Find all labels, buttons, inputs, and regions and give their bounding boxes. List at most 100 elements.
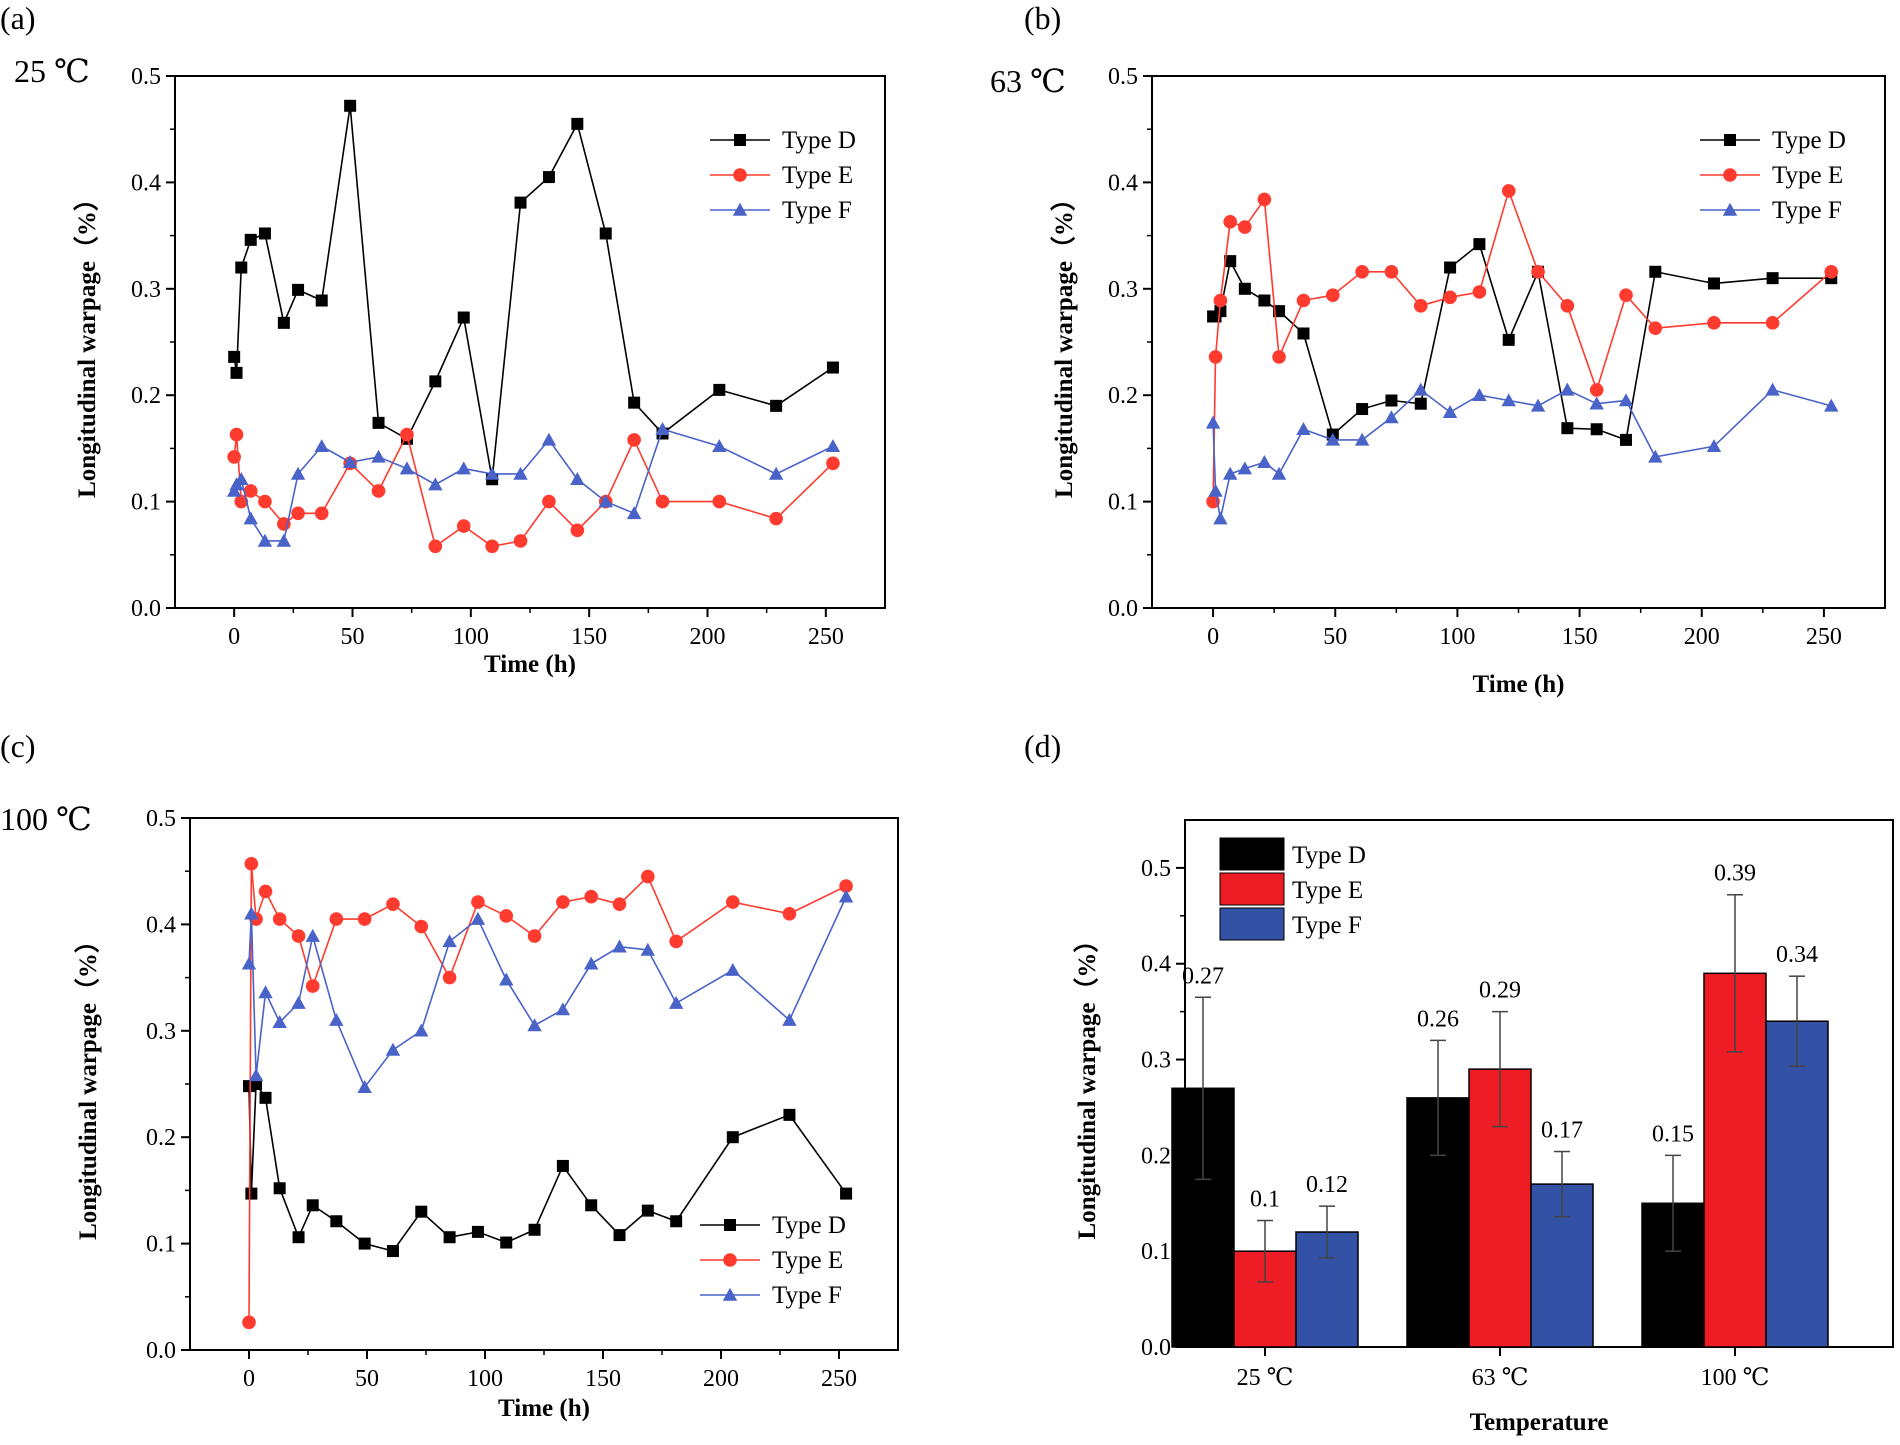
y-tick-label: 0.4 (1108, 170, 1138, 196)
x-tick-label: 250 (808, 624, 844, 650)
legend-label: Type D (772, 1212, 846, 1239)
y-tick-label: 0.2 (131, 383, 161, 409)
data-point (399, 461, 415, 475)
data-point (471, 1225, 484, 1238)
data-point (315, 294, 328, 307)
data-point (385, 1042, 401, 1056)
x-tick-label: 100 (1439, 624, 1475, 650)
legend-marker (1722, 202, 1738, 216)
data-point (1355, 264, 1369, 279)
data-point (825, 439, 841, 453)
data-point (1765, 382, 1780, 396)
data-point (1214, 305, 1227, 318)
series-type-d (243, 1078, 853, 1258)
data-point (542, 494, 556, 509)
data-point (414, 919, 429, 934)
legend: Type D Type E Type F (1700, 127, 1846, 224)
data-point (669, 934, 683, 949)
data-point (1648, 321, 1663, 335)
data-point (668, 995, 684, 1009)
data-point (726, 1131, 739, 1144)
legend-label: Type E (1292, 877, 1363, 904)
data-point (400, 427, 414, 442)
series-type-e (1206, 184, 1839, 509)
data-point (456, 461, 471, 475)
bar-chart: 0.0 0.1 0.2 0.3 0.4 0.5 25 ℃ 0.27 0.1 0.12 63 ℃ 0.2… (1072, 819, 1894, 1436)
legend-marker (732, 202, 748, 216)
data-point (1442, 405, 1458, 418)
legend-swatch (1219, 907, 1285, 941)
x-tick-label: 100 (467, 1366, 503, 1392)
data-point (1765, 316, 1780, 330)
data-point (276, 533, 292, 547)
data-point (1296, 293, 1311, 308)
data-point (513, 466, 528, 480)
data-point (1648, 449, 1663, 463)
data-point (414, 1023, 429, 1037)
data-point (598, 494, 613, 508)
data-point (1472, 388, 1487, 401)
data-point (457, 311, 470, 324)
data-point (272, 1015, 287, 1029)
data-point (626, 506, 642, 520)
x-tick-label: 100 ℃ (1701, 1365, 1770, 1391)
data-point (1326, 288, 1340, 302)
legend: Type D Type E Type F (1219, 837, 1366, 941)
data-point (713, 383, 726, 396)
data-point (1502, 333, 1515, 346)
data-label: 0.29 (1479, 978, 1521, 1004)
data-point (613, 1229, 626, 1242)
data-point (599, 227, 612, 240)
legend-label: Type E (1772, 162, 1843, 189)
y-axis-label: Longitudinal warpage（%） (1049, 186, 1078, 498)
data-point (305, 979, 320, 993)
data-label: 0.39 (1714, 861, 1756, 887)
data-point (243, 484, 258, 498)
data-point (1213, 293, 1228, 308)
data-point (415, 1205, 428, 1218)
legend-label: Type F (1772, 197, 1842, 224)
data-point (1473, 238, 1486, 251)
data-point (1273, 305, 1286, 318)
data-point (770, 399, 783, 412)
data-point (612, 939, 627, 953)
y-tick-label: 0.3 (146, 1019, 176, 1045)
data-point (499, 972, 514, 986)
data-point (1443, 290, 1457, 305)
data-point (1354, 432, 1370, 446)
data-point (1619, 288, 1633, 302)
data-point (1531, 264, 1545, 279)
data-point (541, 432, 557, 446)
x-axis-label: Temperature (1470, 1409, 1609, 1436)
data-point (1824, 398, 1839, 412)
data-point (655, 422, 670, 436)
y-tick-label: 0.1 (1108, 490, 1138, 516)
data-point (584, 889, 598, 904)
legend-label: Type D (1772, 127, 1846, 154)
y-tick-label: 0.0 (131, 596, 161, 622)
series-type-f (1205, 382, 1839, 525)
data-point (290, 466, 306, 480)
data-point (291, 506, 305, 521)
x-tick-label: 150 (1562, 624, 1598, 650)
data-point (1589, 396, 1604, 410)
data-point (292, 1231, 305, 1244)
y-axis-label: Longitudinal warpage（%） (1072, 928, 1101, 1240)
legend-label: Type F (772, 1282, 842, 1309)
panel-label-c: (c) (0, 728, 36, 764)
data-point (1707, 277, 1720, 290)
data-point (1413, 299, 1428, 313)
data-point (1208, 350, 1223, 364)
line-chart-0: 0.0 0.1 0.2 0.3 0.4 0.5 0 50 100 150 200 250 Time (h… (72, 64, 886, 678)
data-point (1385, 394, 1398, 407)
y-tick-label: 0.5 (146, 806, 176, 832)
data-point (726, 895, 740, 909)
data-point (782, 906, 797, 921)
data-point (272, 912, 287, 926)
data-point (235, 261, 248, 274)
data-point (484, 466, 500, 480)
y-tick-label: 0.2 (1141, 1143, 1171, 1169)
data-point (1237, 461, 1253, 475)
series-type-f (241, 889, 854, 1093)
data-point (514, 196, 527, 209)
